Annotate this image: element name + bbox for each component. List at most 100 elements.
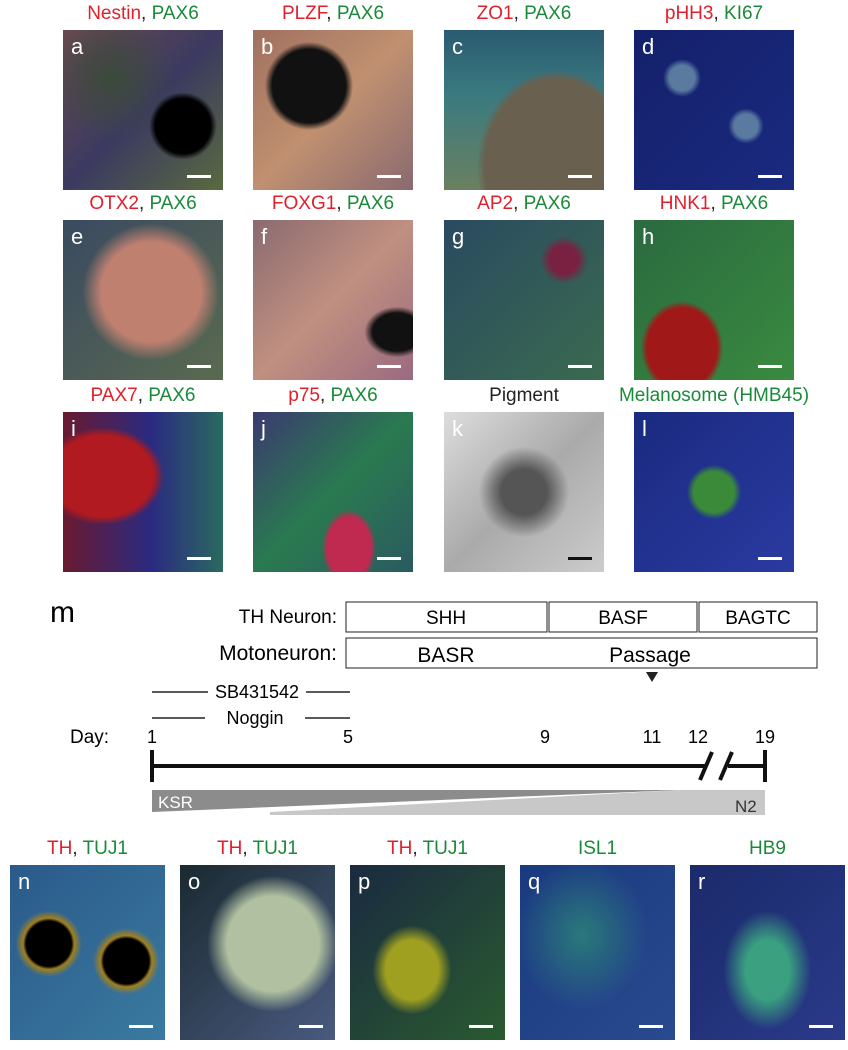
inhibitor: SB431542: [215, 682, 299, 702]
title-part: PAX6: [336, 3, 385, 24]
panel-letter: b: [261, 34, 274, 59]
stage: BAGTC: [725, 608, 790, 629]
scale-bar: [187, 557, 211, 560]
day-label: Day:: [70, 727, 109, 748]
scale-bar: [568, 175, 592, 178]
title-part: KI67: [724, 3, 764, 24]
day: 11: [643, 727, 662, 747]
scale-bar: [809, 1025, 833, 1028]
panel-title: AP2, PAX6: [414, 193, 634, 215]
panel-title: PLZF, PAX6: [223, 3, 443, 25]
day: 12: [688, 727, 708, 747]
panel-letter: p: [358, 869, 371, 894]
title-part: ,: [138, 193, 150, 214]
title-part: ,: [710, 193, 722, 214]
micrograph: h: [634, 220, 794, 380]
micrograph: e: [63, 220, 223, 380]
stage: BASR: [417, 644, 474, 667]
panel-title: OTX2, PAX6: [33, 193, 253, 215]
title-part: HB9: [749, 838, 786, 859]
panel-title: TH, TUJ1: [320, 838, 535, 860]
title-part: ,: [336, 193, 347, 214]
title-part: pHH3: [664, 3, 714, 24]
scale-bar: [299, 1025, 323, 1028]
micrograph: n: [10, 865, 165, 1040]
title-part: PAX6: [721, 193, 769, 214]
panel-letter: j: [261, 416, 266, 441]
micrograph: j: [253, 412, 413, 572]
title-part: HNK1: [659, 193, 711, 214]
micrograph: i: [63, 412, 223, 572]
micrograph: c: [444, 30, 604, 190]
inhibitor: Noggin: [226, 708, 283, 728]
panel-title: pHH3, KI67: [604, 3, 824, 25]
title-part: ,: [412, 838, 423, 859]
panel-letter: d: [642, 34, 655, 59]
break: [718, 751, 734, 781]
break: [698, 751, 714, 781]
title-part: PAX6: [148, 385, 196, 406]
micrograph: k: [444, 412, 604, 572]
medium: N2: [735, 797, 757, 816]
scale-bar: [639, 1025, 663, 1028]
th-label: TH Neuron:: [239, 607, 337, 628]
title-part: ,: [137, 385, 149, 406]
day: 9: [540, 727, 550, 747]
panel-title: Melanosome (HMB45): [604, 385, 824, 407]
title-part: ,: [326, 3, 337, 24]
title-part: PAX7: [90, 385, 138, 406]
title-part: ,: [242, 838, 253, 859]
micrograph: r: [690, 865, 845, 1040]
panel-letter: q: [528, 869, 541, 894]
panel-letter: l: [642, 416, 647, 441]
panel-letter: n: [18, 869, 31, 894]
micrograph: p: [350, 865, 505, 1040]
day: 5: [343, 727, 353, 747]
title-part: PLZF: [281, 3, 327, 24]
title-part: ISL1: [577, 838, 618, 859]
micrograph: b: [253, 30, 413, 190]
panel-title: HNK1, PAX6: [604, 193, 824, 215]
title-part: TUJ1: [82, 838, 128, 859]
scale-bar: [377, 557, 401, 560]
panel-letter: h: [642, 224, 655, 249]
scale-bar: [758, 175, 782, 178]
title-part: PAX6: [330, 385, 378, 406]
panel-title: HB9: [660, 838, 848, 860]
scale-bar: [758, 557, 782, 560]
panel-title: ISL1: [490, 838, 705, 860]
micrograph: f: [253, 220, 413, 380]
micrograph: q: [520, 865, 675, 1040]
scale-bar: [377, 365, 401, 368]
passage-arrow: [646, 672, 658, 682]
title-part: TUJ1: [422, 838, 468, 859]
title-part: PAX6: [151, 3, 199, 24]
panel-title: PAX7, PAX6: [33, 385, 253, 407]
stage: Passage: [609, 644, 691, 667]
panel-letter: g: [452, 224, 465, 249]
scale-bar: [187, 365, 211, 368]
title-part: Melanosome (HMB45): [618, 385, 810, 406]
title-part: TUJ1: [252, 838, 298, 859]
panel-letter: i: [71, 416, 76, 441]
micrograph: g: [444, 220, 604, 380]
title-part: PAX6: [523, 193, 571, 214]
day: 19: [755, 727, 775, 747]
panel-letter: m: [50, 596, 75, 629]
title-part: ,: [319, 385, 331, 406]
title-part: TH: [47, 838, 73, 859]
stage: BASF: [598, 608, 648, 629]
micrograph: a: [63, 30, 223, 190]
title-part: OTX2: [89, 193, 139, 214]
panel-letter: c: [452, 34, 463, 59]
panel-title: TH, TUJ1: [0, 838, 195, 860]
micrograph: o: [180, 865, 335, 1040]
title-part: ,: [513, 3, 525, 24]
panel-title: TH, TUJ1: [150, 838, 365, 860]
micrograph: l: [634, 412, 794, 572]
panel-letter: f: [261, 224, 268, 249]
day: 1: [147, 727, 157, 747]
scale-bar: [377, 175, 401, 178]
title-part: p75: [288, 385, 320, 406]
micrograph: d: [634, 30, 794, 190]
